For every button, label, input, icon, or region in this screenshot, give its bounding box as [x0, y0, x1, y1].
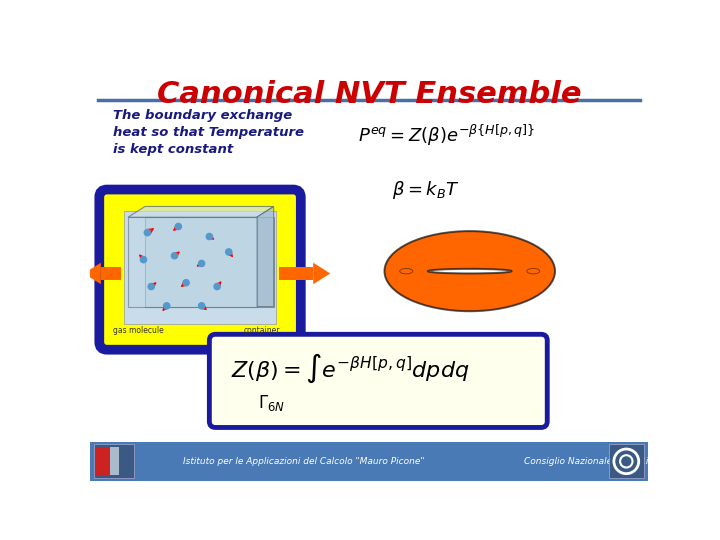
Text: $Z(\beta)=\int e^{-\beta H[p,q]}dpdq$: $Z(\beta)=\int e^{-\beta H[p,q]}dpdq$ — [231, 352, 469, 386]
Bar — [90, 442, 648, 481]
Text: Consiglio Nazionale delle Ricerche: Consiglio Nazionale delle Ricerche — [524, 457, 679, 466]
Polygon shape — [128, 217, 256, 307]
Circle shape — [214, 284, 220, 289]
Ellipse shape — [428, 269, 512, 273]
Bar — [609, 444, 644, 477]
Bar — [94, 444, 134, 477]
Polygon shape — [145, 217, 274, 307]
Text: $\beta=k_BT$: $\beta=k_BT$ — [392, 179, 459, 201]
Text: $P^{eq}=Z(\beta)e^{-\beta\{H[p,q]\}}$: $P^{eq}=Z(\beta)e^{-\beta\{H[p,q]\}}$ — [358, 123, 535, 148]
Polygon shape — [110, 447, 120, 475]
Text: $\Gamma_{6N}$: $\Gamma_{6N}$ — [258, 393, 285, 413]
Circle shape — [163, 303, 170, 309]
Circle shape — [171, 253, 178, 259]
Circle shape — [206, 233, 212, 240]
Circle shape — [144, 230, 150, 236]
Circle shape — [175, 224, 181, 230]
Text: container: container — [244, 326, 280, 335]
Bar — [279, 267, 313, 280]
Polygon shape — [128, 206, 274, 217]
Text: Canonical NVT Ensemble: Canonical NVT Ensemble — [157, 80, 581, 109]
Circle shape — [140, 256, 147, 262]
FancyBboxPatch shape — [99, 190, 301, 350]
Polygon shape — [84, 262, 101, 284]
Circle shape — [199, 260, 204, 267]
Text: The boundary exchange
heat so that Temperature
is kept constant: The boundary exchange heat so that Tempe… — [113, 110, 305, 157]
Ellipse shape — [384, 231, 555, 311]
Circle shape — [199, 303, 204, 309]
Bar — [96, 447, 110, 475]
Text: Istituto per le Applicazioni del Calcolo "Mauro Picone": Istituto per le Applicazioni del Calcolo… — [183, 457, 425, 466]
Circle shape — [148, 284, 154, 289]
Circle shape — [183, 280, 189, 286]
Bar — [101, 267, 121, 280]
Text: gas molecule: gas molecule — [112, 326, 163, 335]
FancyBboxPatch shape — [210, 334, 547, 428]
Polygon shape — [256, 206, 274, 307]
Circle shape — [225, 249, 232, 255]
FancyBboxPatch shape — [124, 211, 276, 323]
Polygon shape — [313, 262, 330, 284]
